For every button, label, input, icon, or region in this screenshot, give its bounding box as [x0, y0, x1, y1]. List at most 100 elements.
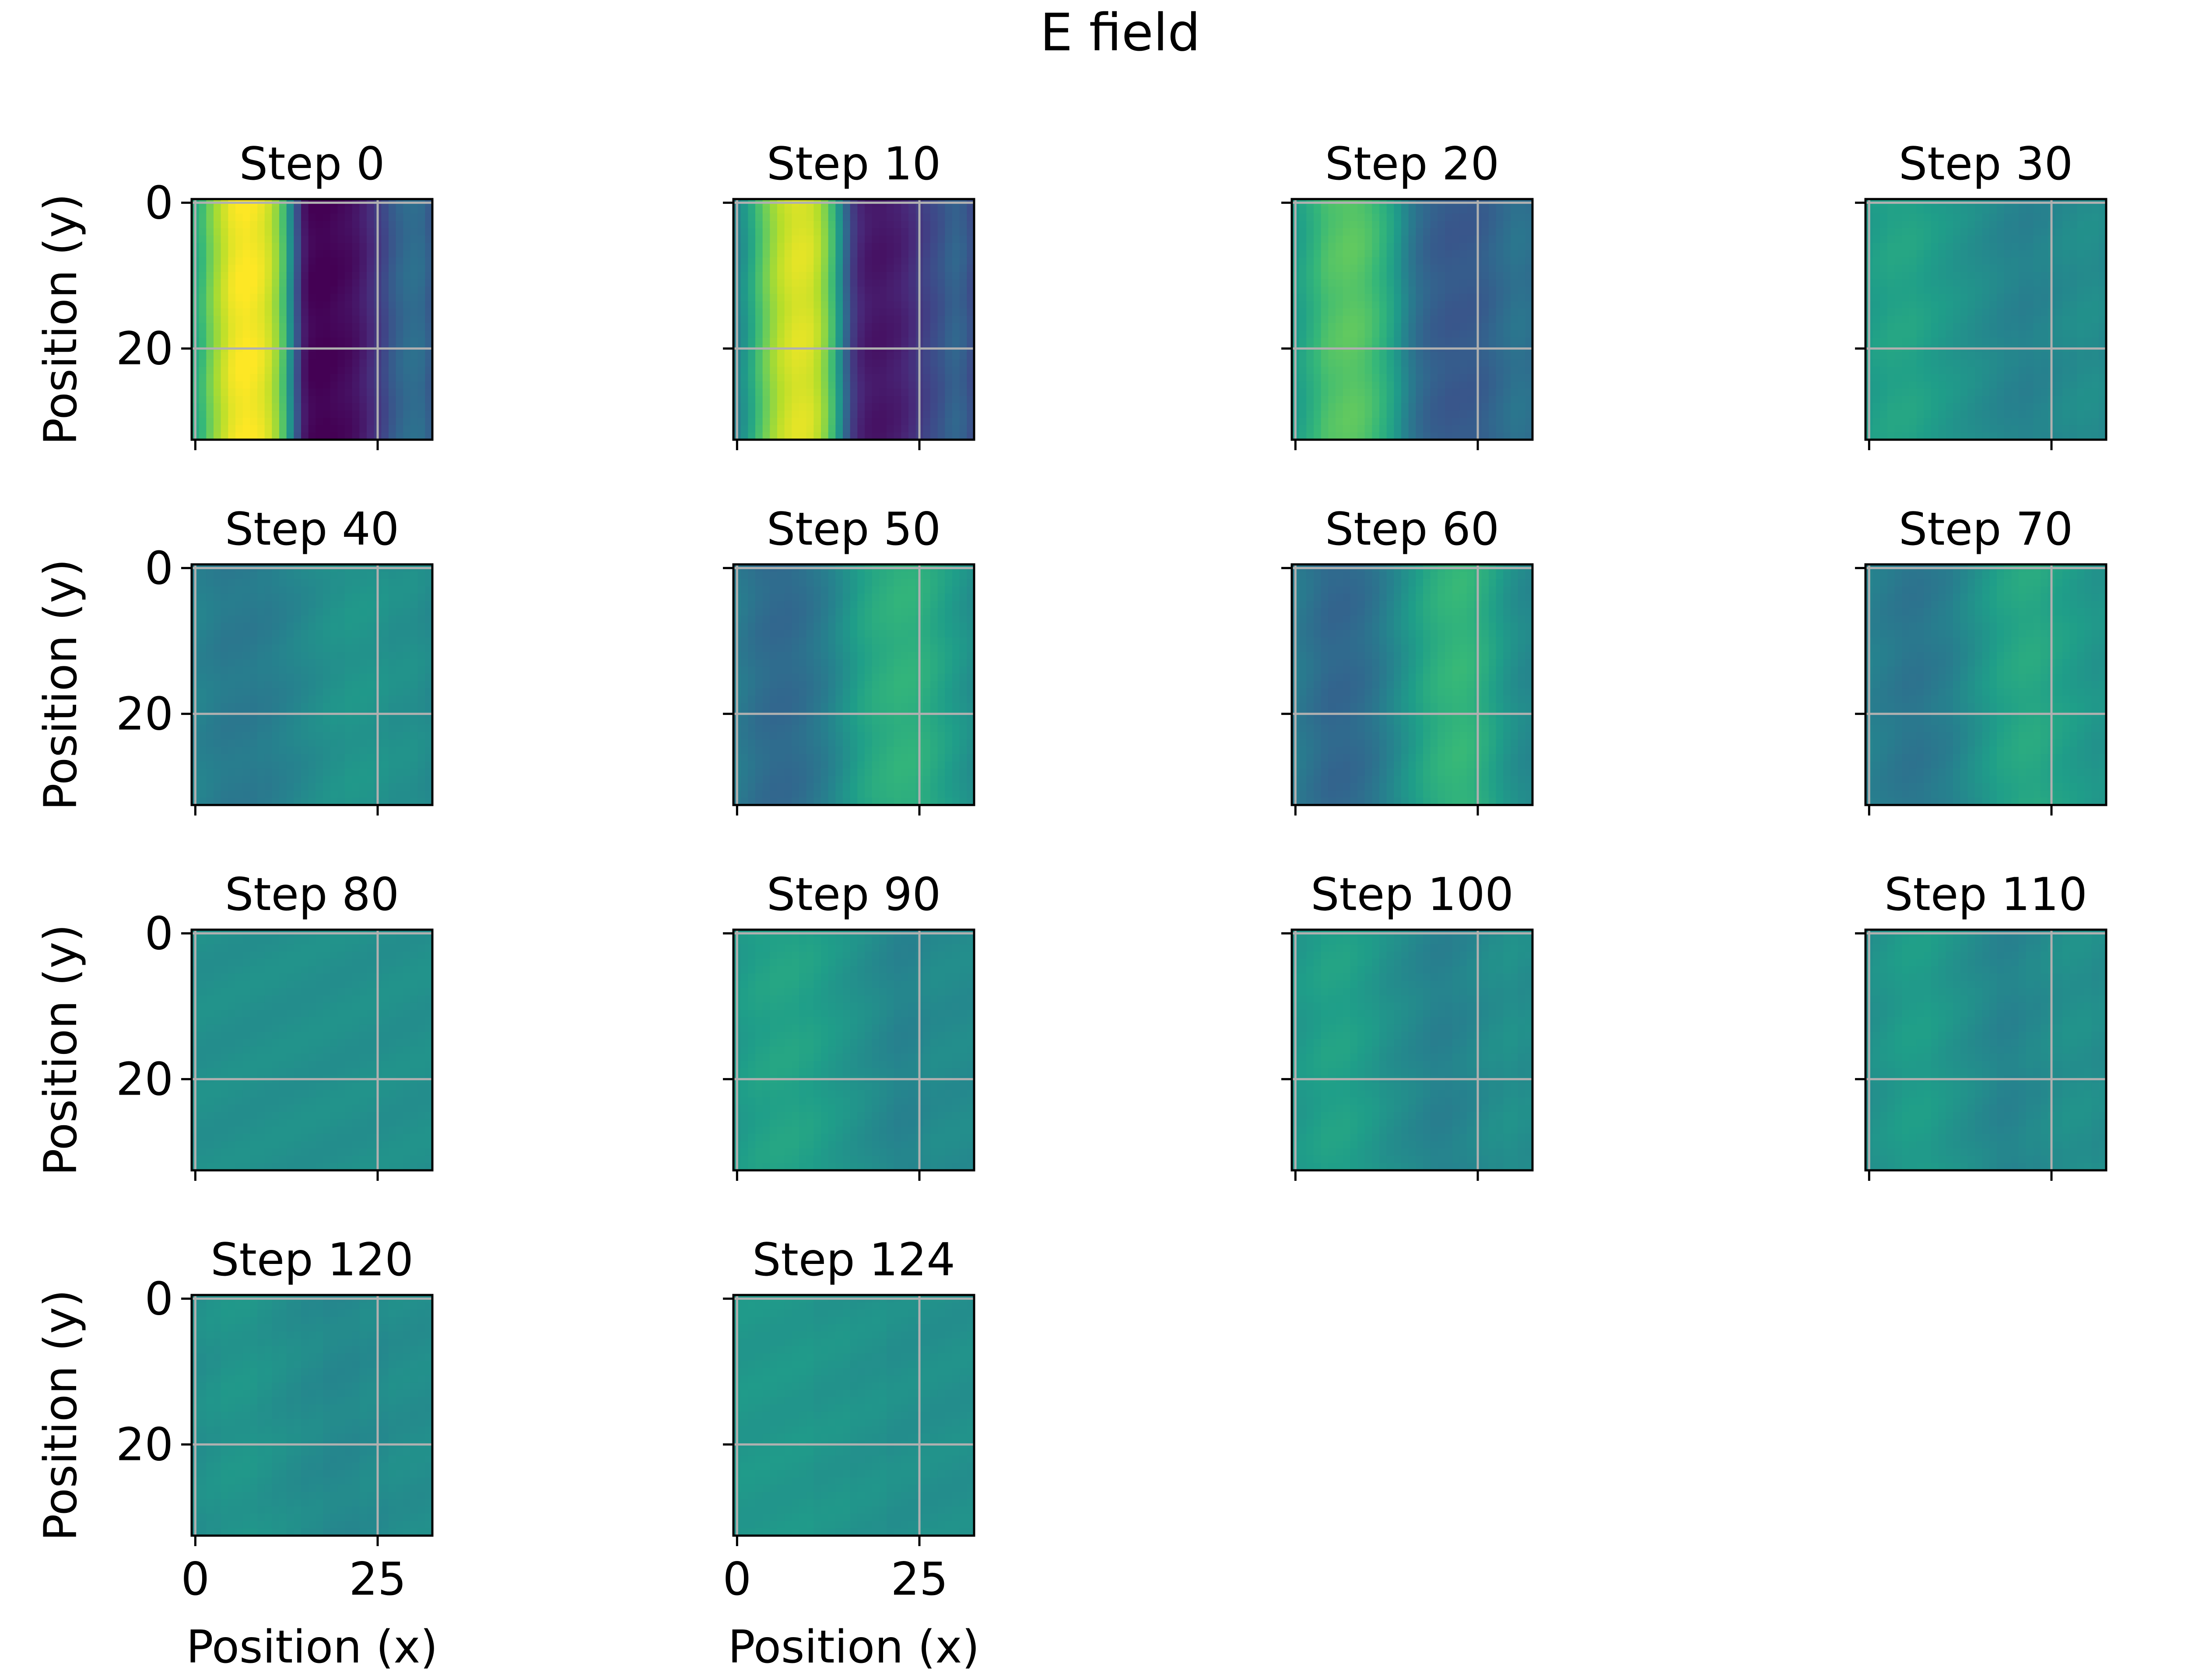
heatmap-cell	[279, 644, 287, 652]
heatmap-cell	[1394, 359, 1402, 368]
heatmap-cell	[316, 732, 323, 740]
heatmap-cell	[264, 250, 273, 258]
heatmap-cell	[2026, 243, 2034, 251]
heatmap-cell	[821, 206, 829, 214]
heatmap-cell	[850, 374, 858, 382]
heatmap-cell	[2019, 250, 2027, 258]
heatmap-cell	[865, 206, 873, 214]
heatmap-cell	[1386, 315, 1395, 324]
heatmap-cell	[1511, 294, 1518, 302]
heatmap-cell	[235, 579, 243, 587]
heatmap-cell	[381, 388, 389, 396]
heatmap-cell	[1416, 235, 1424, 243]
heatmap-cell	[1423, 323, 1431, 331]
heatmap-cell	[1931, 308, 1939, 316]
heatmap-cell	[908, 315, 916, 324]
heatmap-cell	[367, 301, 375, 309]
heatmap-cell	[1997, 301, 2005, 309]
heatmap-cell	[1982, 374, 1990, 382]
heatmap-cell	[967, 432, 975, 440]
heatmap-cell	[1386, 250, 1395, 258]
heatmap-cell	[1321, 243, 1329, 251]
heatmap-cell	[286, 257, 295, 265]
heatmap-cell	[1880, 206, 1888, 214]
heatmap-cell	[2019, 359, 2027, 368]
heatmap-cell	[1960, 250, 1968, 258]
heatmap-cell	[850, 250, 858, 258]
heatmap-cell	[1372, 287, 1380, 294]
heatmap-cell	[1511, 432, 1518, 440]
heatmap-cell	[1982, 301, 1990, 309]
heatmap-cell	[1357, 265, 1365, 273]
heatmap-cell	[323, 287, 331, 294]
heatmap-cell	[777, 272, 785, 280]
heatmap-cell	[2004, 323, 2012, 331]
heatmap-cell	[1902, 352, 1910, 360]
heatmap-cell	[850, 388, 858, 396]
heatmap-cell	[762, 330, 771, 338]
heatmap-cell	[214, 586, 221, 594]
heatmap-cell	[264, 615, 273, 623]
heatmap-cell	[1452, 425, 1460, 433]
heatmap-cell	[272, 674, 280, 682]
heatmap-cell	[1379, 352, 1387, 360]
heatmap-cell	[784, 337, 792, 346]
heatmap-cell	[279, 615, 287, 623]
heatmap-cell	[367, 287, 375, 294]
heatmap-cell	[1452, 367, 1460, 374]
heatmap-cell	[2004, 367, 2012, 374]
heatmap-cell	[389, 257, 396, 265]
heatmap-cell	[1328, 337, 1336, 346]
heatmap-cell	[257, 571, 265, 580]
heatmap-cell	[843, 206, 851, 214]
heatmap-cell	[2041, 221, 2048, 229]
heatmap-cell	[242, 644, 251, 652]
heatmap-cell	[923, 294, 931, 302]
heatmap-cell	[1511, 337, 1518, 346]
heatmap-cell	[264, 418, 273, 426]
heatmap-cell	[417, 323, 426, 331]
heatmap-cell	[228, 359, 236, 368]
heatmap-cell	[352, 330, 360, 338]
heatmap-cell	[410, 396, 418, 404]
heatmap-cell	[250, 323, 258, 331]
heatmap-cell	[352, 228, 360, 236]
heatmap-cell	[403, 396, 411, 404]
heatmap-cell	[1982, 265, 1990, 273]
heatmap-cell	[1989, 323, 1997, 331]
heatmap-cell	[257, 294, 265, 302]
heatmap-cell	[1430, 432, 1438, 440]
heatmap-cell	[1975, 410, 1983, 418]
heatmap-cell	[806, 235, 814, 243]
heatmap-cell	[1997, 330, 2005, 338]
heatmap-cell	[337, 308, 345, 316]
heatmap-cell	[843, 257, 851, 265]
heatmap-cell	[1525, 425, 1533, 433]
heatmap-cell	[228, 410, 236, 418]
heatmap-cell	[1916, 257, 1925, 265]
heatmap-cell	[242, 674, 251, 682]
heatmap-cell	[748, 367, 756, 374]
heatmap-cell	[806, 214, 814, 221]
heatmap-cell	[2084, 374, 2092, 382]
heatmap-cell	[294, 214, 302, 221]
heatmap-cell	[755, 418, 763, 426]
heatmap-cell	[2077, 272, 2085, 280]
heatmap-cell	[2091, 367, 2100, 374]
heatmap-cell	[2004, 432, 2012, 440]
heatmap-cell	[1902, 308, 1910, 316]
heatmap-cell	[1452, 374, 1460, 382]
heatmap-cell	[2091, 352, 2100, 360]
heatmap-cell	[396, 337, 404, 346]
heatmap-cell	[425, 352, 433, 360]
heatmap-cell	[1328, 308, 1336, 316]
heatmap-cell	[221, 659, 229, 667]
heatmap-cell	[272, 301, 280, 309]
heatmap-cell	[1894, 301, 1903, 309]
heatmap-cell	[359, 243, 367, 251]
heatmap-cell	[1960, 396, 1968, 404]
heatmap-cell	[235, 652, 243, 660]
heatmap-cell	[1401, 243, 1409, 251]
heatmap-cell	[1525, 410, 1533, 418]
heatmap-cell	[1343, 323, 1351, 331]
